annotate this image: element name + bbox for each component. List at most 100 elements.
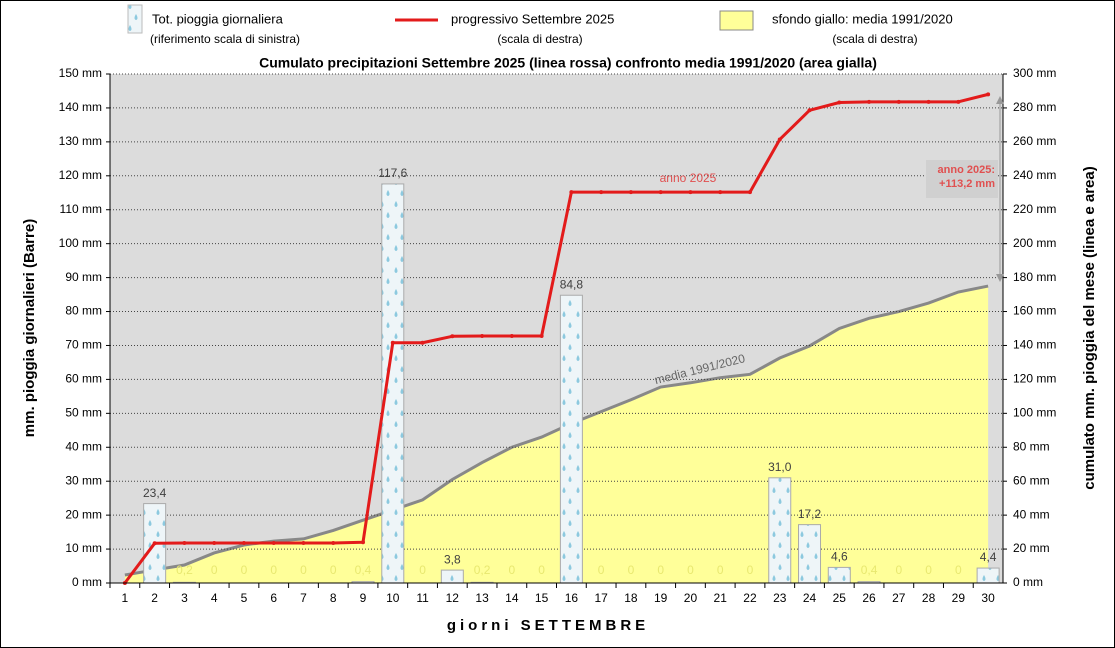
legend-swatch [719,10,754,31]
line-marker [450,334,455,339]
line-marker [986,92,991,97]
annotation: anno 2025 [660,171,717,185]
y-axis-title: mm. pioggia giornalieri (Barre) [21,219,38,437]
x-tick-label: 25 [833,591,847,605]
x-tick-label: 28 [922,591,936,605]
y-tick-label: 140 mm [59,100,102,114]
x-tick-label: 13 [475,591,489,605]
line-marker [331,540,336,545]
value-label: 0 [925,563,932,577]
x-tick-label: 6 [270,591,277,605]
value-label: 4,6 [831,550,848,564]
y-tick-label: 90 mm [65,270,102,284]
x-tick-label: 30 [981,591,995,605]
y2-tick-label: 40 mm [1013,507,1050,521]
y-tick-label: 110 mm [60,202,102,216]
line-marker [628,190,633,195]
line-marker [271,540,276,545]
line-marker [569,190,574,195]
annotation-box [926,160,998,198]
line-marker [182,540,187,545]
x-tick-label: 3 [181,591,188,605]
value-label: 0 [300,563,307,577]
y2-tick-label: 140 mm [1013,338,1056,352]
bar [559,294,583,584]
x-tick-label: 20 [684,591,698,605]
value-label: 0,2 [474,563,491,577]
value-label: 0 [955,563,962,577]
value-label: 0 [330,563,337,577]
line [123,92,989,584]
line-marker [390,340,395,345]
y2-tick-label: 80 mm [1013,439,1050,453]
value-label: 0 [598,563,605,577]
line-marker [241,540,246,545]
value-label: 0 [628,563,635,577]
value-label: 0,2 [176,563,193,577]
bar [976,567,1000,584]
y-tick-label: 120 mm [59,168,102,182]
y2-tick-label: 180 mm [1013,270,1056,284]
x-tick-label: 14 [505,591,519,605]
line-marker [807,108,812,113]
legend-label: Tot. pioggia giornaliera [152,11,284,26]
line-marker [539,333,544,338]
y-tick-label: 20 mm [65,507,102,521]
value-label: 17,2 [798,507,822,521]
y2-tick-label: 0 mm [1013,575,1043,589]
y2-tick-label: 300 mm [1013,66,1056,80]
line-marker [152,541,157,546]
value-label: 0 [895,563,902,577]
chart-title: Cumulato precipitazioni Settembre 2025 (… [259,55,877,71]
line-marker [896,99,901,104]
annotation: anno 2025: [938,164,995,176]
y2-tick-label: 60 mm [1013,473,1050,487]
bar [768,477,792,584]
line-marker [837,100,842,105]
value-label: 0,4 [355,563,372,577]
y-tick-label: 70 mm [65,338,102,352]
line-marker [867,99,872,104]
line-marker [926,99,931,104]
x-tick-label: 1 [122,591,129,605]
x-tick-label: 19 [654,591,668,605]
x-tick-label: 18 [624,591,638,605]
x-tick-label: 8 [330,591,337,605]
bar [440,569,464,584]
y2-tick-label: 260 mm [1013,134,1056,148]
y2-axis-title: cumulato mm. pioggia del mese (linea e a… [1081,166,1098,489]
bar [827,566,851,584]
y2-tick-label: 20 mm [1013,541,1050,555]
x-tick-label: 15 [535,591,549,605]
x-tick-label: 11 [416,591,429,605]
x-tick-label: 17 [594,591,608,605]
y-tick-label: 50 mm [65,406,102,420]
y2-tick-label: 100 mm [1013,406,1056,420]
y2-tick-label: 160 mm [1013,304,1056,318]
y-tick-label: 10 mm [65,541,102,555]
y-tick-label: 150 mm [59,66,102,80]
line-marker [212,540,217,545]
x-tick-label: 7 [300,591,307,605]
value-label: 0 [419,563,426,577]
line-marker [420,340,425,345]
line-marker [718,190,723,195]
x-tick-label: 27 [892,591,906,605]
legend-note: (riferimento scala di sinistra) [150,32,300,46]
line-marker [747,190,752,195]
line-marker [688,190,693,195]
y-tick-label: 0 mm [72,575,102,589]
value-label: 84,8 [560,277,584,291]
legend-note: (scala di destra) [832,32,917,46]
line-marker [777,137,782,142]
x-tick-label: 4 [211,591,218,605]
y-tick-label: 40 mm [65,439,102,453]
x-axis-title: giorni SETTEMBRE [447,617,649,634]
x-tick-label: 10 [386,591,400,605]
value-label: 0 [747,563,754,577]
legend-note: (scala di destra) [497,32,582,46]
value-label: 3,8 [444,552,461,566]
value-label: 0 [657,563,664,577]
annotation: +113,2 mm [939,178,995,190]
